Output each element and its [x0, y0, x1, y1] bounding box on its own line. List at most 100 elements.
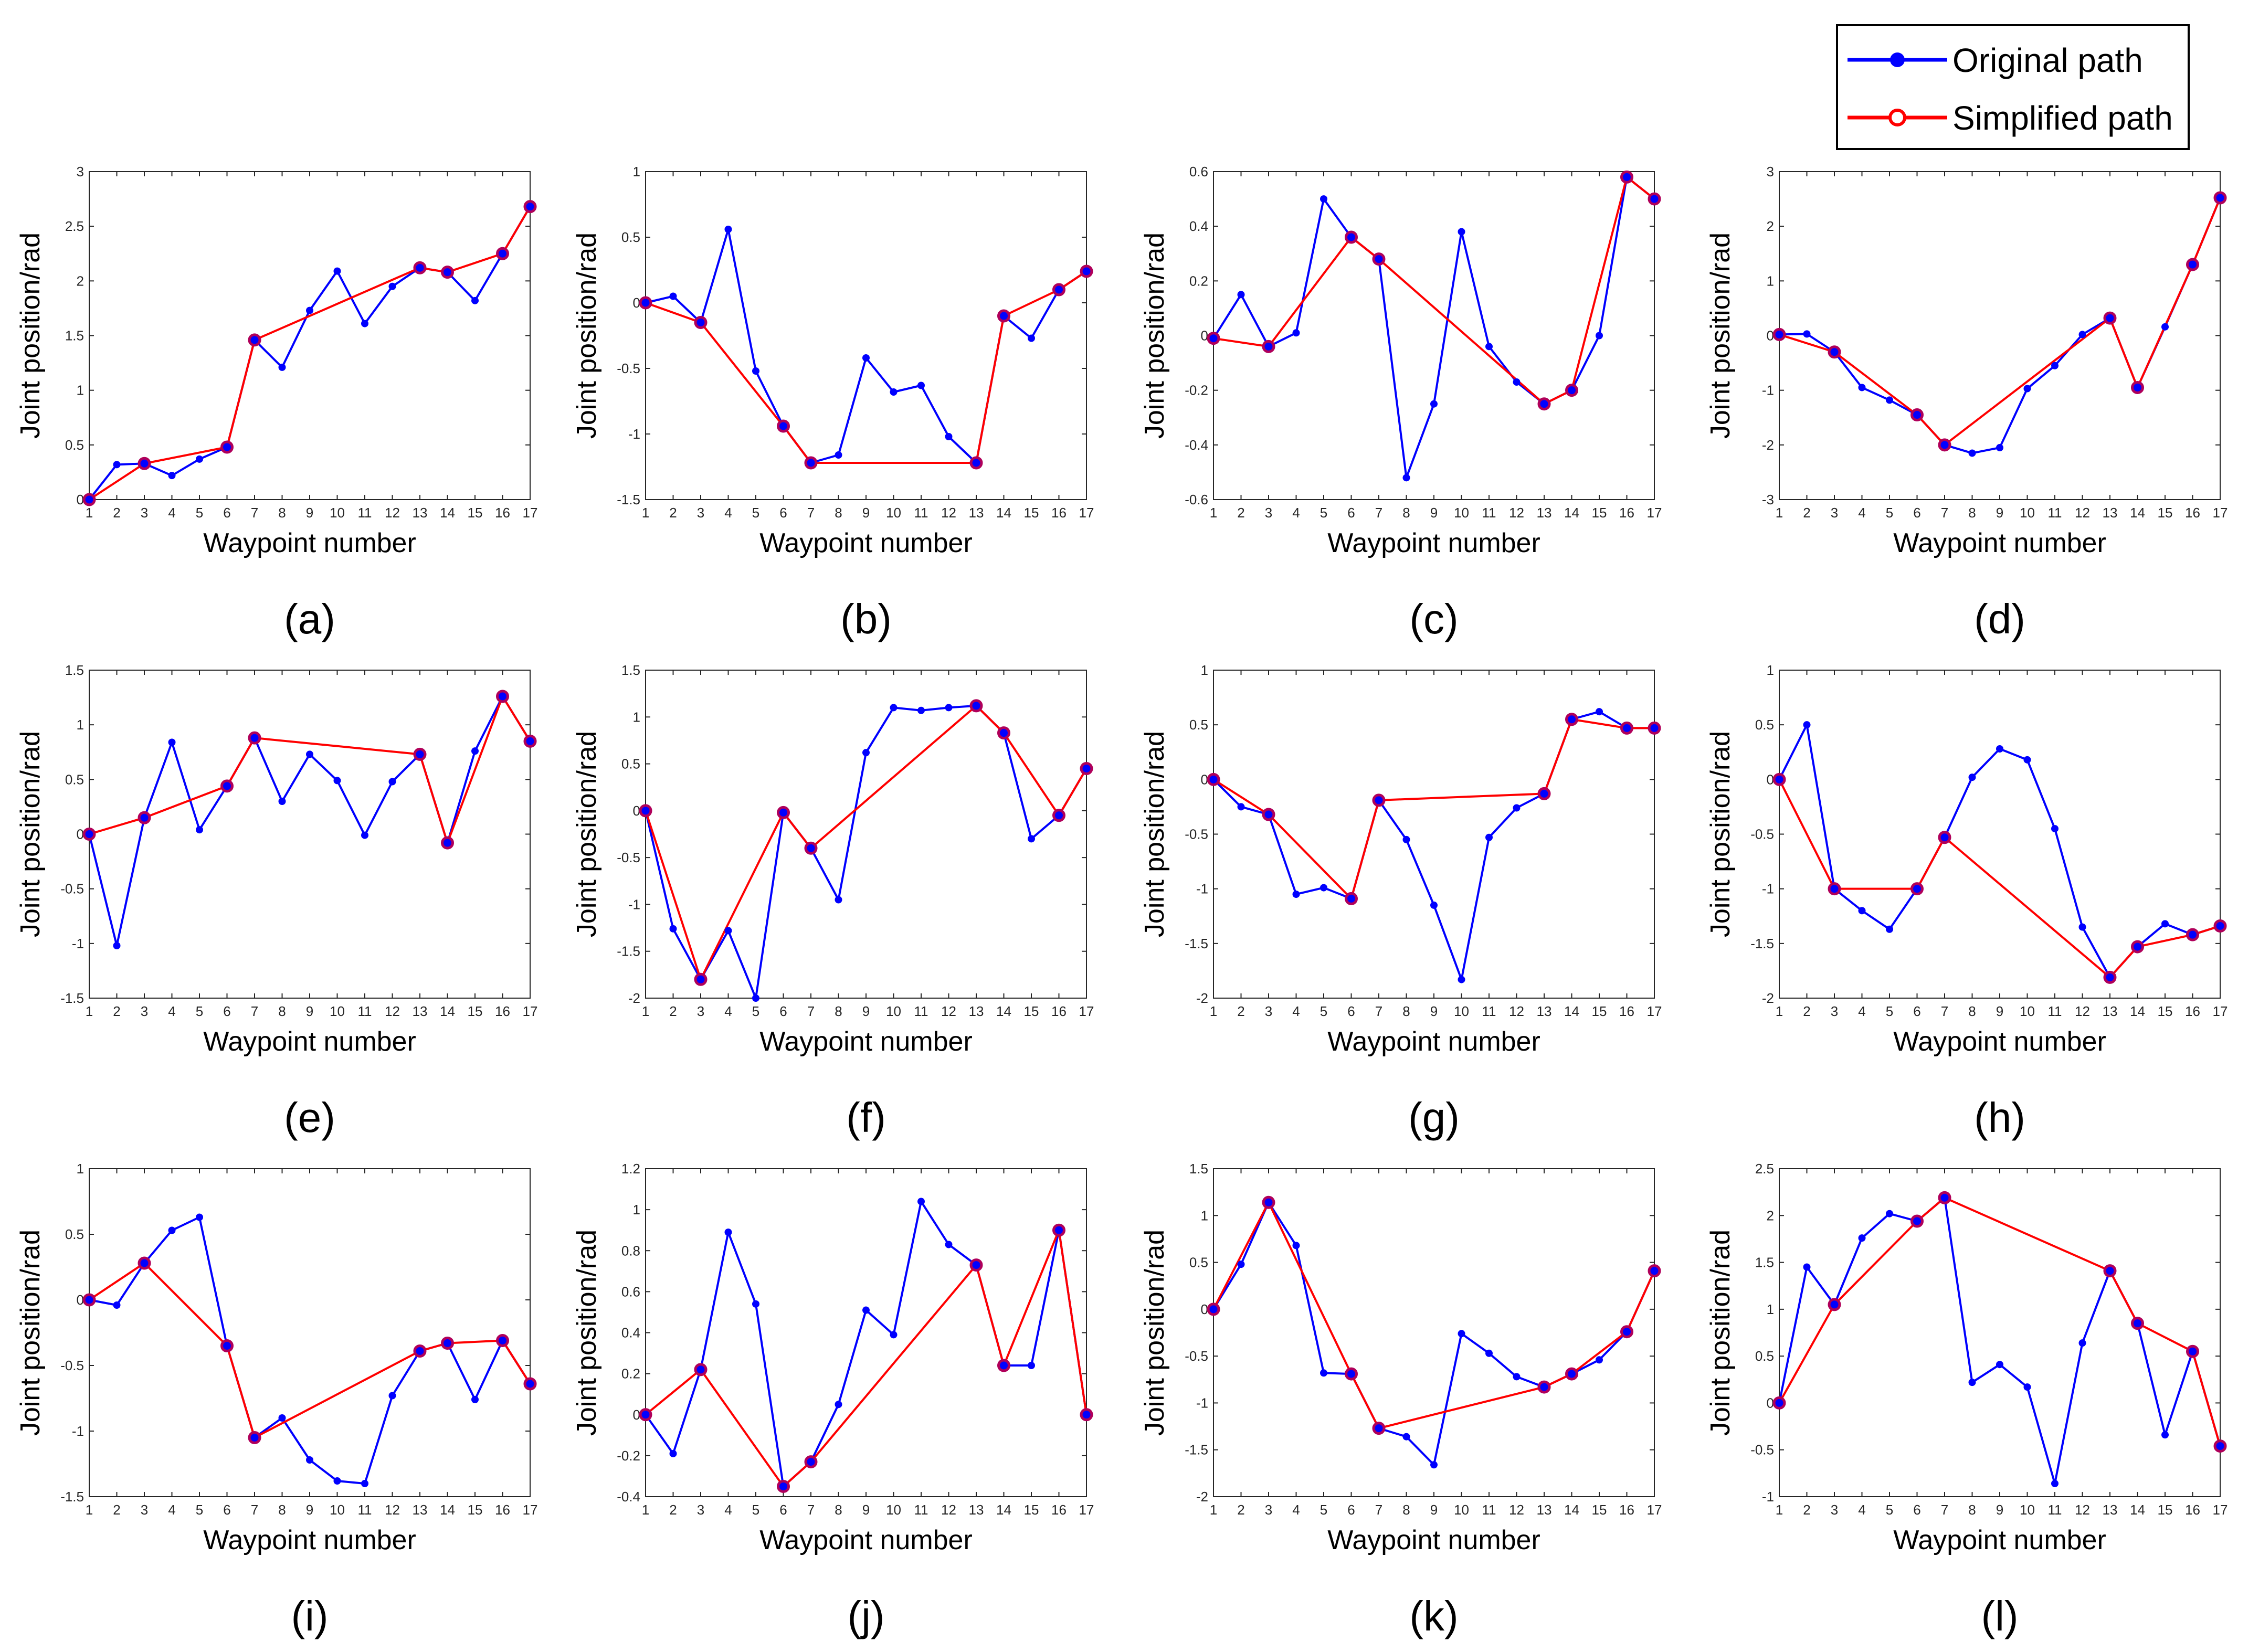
- x-tick-label: 15: [1024, 1502, 1039, 1518]
- original-path-point: [1320, 195, 1327, 203]
- simplified-path-point: [1938, 438, 1951, 452]
- simplified-path-line: [645, 1229, 1088, 1488]
- x-tick-label: 5: [196, 1502, 203, 1518]
- x-tick-label: 17: [1647, 1502, 1662, 1518]
- simplified-path-point: [523, 1377, 537, 1391]
- x-tick-label: 15: [468, 1003, 483, 1019]
- x-tick-label: 6: [223, 1003, 230, 1019]
- plot-frame: [1213, 171, 1655, 500]
- original-path-point: [1237, 1261, 1245, 1268]
- y-tick-label: 0.6: [621, 1284, 640, 1299]
- simplified-path-point: [1565, 713, 1578, 726]
- x-tick-label: 2: [1803, 1003, 1810, 1019]
- original-path-point: [669, 292, 677, 300]
- y-tick-label: 0: [633, 295, 640, 311]
- simplified-path-point: [1262, 808, 1275, 821]
- original-path-point: [333, 777, 341, 785]
- chart-panel-1: 1 2 3 4 5 6 7 8 9 10 11 12 13 14 15 16 1700.511.522.53Wa…: [15, 164, 537, 642]
- original-path-point: [1237, 803, 1245, 811]
- simplified-path-point: [777, 1479, 790, 1493]
- original-path-point: [168, 738, 176, 746]
- legend: Original path Simplified path: [1836, 24, 2190, 150]
- original-path-point: [2078, 923, 2086, 931]
- original-path-point: [1996, 745, 2003, 753]
- simplified-path-point: [523, 200, 537, 214]
- x-tick-label: 4: [1858, 1502, 1865, 1518]
- y-tick-label: 0: [77, 1292, 84, 1308]
- y-tick-label: 1: [633, 709, 640, 725]
- y-tick-label: -0.5: [1185, 827, 1208, 842]
- simplified-path-point: [2131, 380, 2144, 394]
- simplified-path-point: [248, 731, 261, 745]
- y-tick-label: -1: [1196, 1395, 1208, 1411]
- y-tick-label: -1: [72, 1423, 84, 1439]
- x-tick-label: 16: [2185, 1003, 2200, 1019]
- x-tick-label: 2: [669, 1003, 677, 1019]
- original-path-point: [1968, 774, 1976, 781]
- x-tick-label: 12: [1509, 505, 1524, 521]
- original-path-point: [862, 354, 870, 362]
- y-tick-label: 0: [1767, 771, 1774, 787]
- x-tick-label: 12: [2075, 505, 2090, 521]
- x-tick-label: 17: [1079, 505, 1094, 521]
- x-tick-label: 6: [779, 1003, 787, 1019]
- simplified-path-point: [1537, 1380, 1551, 1394]
- simplified-path-point: [1648, 1264, 1661, 1278]
- y-tick-label: -0.4: [617, 1489, 640, 1505]
- y-tick-label: 2.5: [1755, 1161, 1774, 1177]
- y-tick-label: 0.6: [1189, 164, 1208, 179]
- x-tick-label: 5: [196, 505, 203, 521]
- simplified-path-point: [1910, 408, 1924, 422]
- simplified-path-point: [1345, 230, 1358, 244]
- y-tick-label: 1: [633, 1202, 640, 1217]
- y-tick-label: 3: [1767, 164, 1774, 179]
- original-path-point: [1968, 1379, 1976, 1386]
- y-tick-label: 0.5: [1189, 1255, 1208, 1270]
- x-tick-label: 9: [1996, 505, 2003, 521]
- x-tick-label: 17: [1647, 505, 1662, 521]
- simplified-path-point: [248, 333, 261, 347]
- y-tick-label: 1: [1767, 662, 1774, 678]
- x-axis-label: Waypoint number: [1893, 1026, 2106, 1057]
- x-tick-label: 7: [1375, 505, 1382, 521]
- x-tick-label: 5: [1886, 1003, 1893, 1019]
- y-tick-label: -0.4: [1185, 437, 1208, 453]
- plot-frame: [1213, 670, 1655, 999]
- original-path-point: [1858, 384, 1866, 391]
- x-tick-label: 1: [642, 1003, 649, 1019]
- x-tick-label: 6: [1347, 1502, 1355, 1518]
- original-path-point: [1458, 1330, 1465, 1338]
- simplified-path-point: [2213, 1439, 2227, 1453]
- y-tick-label: -0.5: [1185, 1348, 1208, 1364]
- x-axis-label: Waypoint number: [203, 1026, 416, 1057]
- x-tick-label: 1: [642, 505, 649, 521]
- x-tick-label: 12: [941, 1502, 956, 1518]
- y-tick-label: -1: [1196, 881, 1208, 897]
- y-tick-label: -2: [1762, 437, 1774, 453]
- simplified-path-point: [220, 440, 234, 454]
- y-tick-label: 0.5: [65, 1226, 84, 1242]
- simplified-path-point: [694, 972, 708, 986]
- original-path-point: [917, 1198, 925, 1205]
- panel-caption: (d): [1974, 596, 2025, 642]
- x-tick-label: 8: [278, 505, 286, 521]
- simplified-path-point: [2103, 311, 2117, 325]
- x-tick-label: 8: [278, 1502, 286, 1518]
- x-tick-label: 17: [523, 1003, 538, 1019]
- panel-caption: (a): [284, 596, 335, 642]
- y-tick-label: -1.5: [617, 944, 640, 959]
- original-path-point: [2051, 825, 2059, 833]
- x-tick-label: 13: [1537, 1003, 1552, 1019]
- y-tick-label: 1: [77, 717, 84, 733]
- original-path-point: [724, 1229, 732, 1236]
- y-tick-label: 0: [1201, 328, 1208, 344]
- simplified-path-point: [639, 1408, 652, 1422]
- original-path-point: [1485, 343, 1493, 351]
- x-axis-label: Waypoint number: [203, 528, 416, 558]
- simplified-path-point: [1207, 332, 1220, 345]
- x-tick-label: 7: [251, 1502, 258, 1518]
- x-tick-label: 1: [1776, 1003, 1783, 1019]
- original-path-point: [2051, 1480, 2059, 1487]
- y-tick-label: 3: [77, 164, 84, 179]
- x-tick-label: 9: [306, 505, 313, 521]
